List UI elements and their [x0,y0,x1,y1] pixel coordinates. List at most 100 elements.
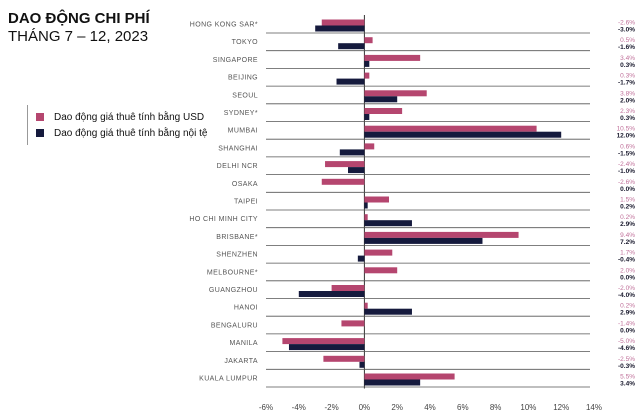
x-tick-label: 8% [490,403,502,412]
value-label-local: 0.3% [620,62,635,69]
value-label-local: -1.7% [618,80,635,87]
value-label-usd: 5.5% [620,374,635,381]
x-tick-label: -2% [324,403,338,412]
bar-usd [364,196,389,203]
x-tick-label: -4% [292,403,306,412]
value-label-local: 0.0% [620,327,635,334]
category-label: SINGAPORE [213,57,258,64]
value-label-local: 0.0% [620,274,635,281]
bar-usd [364,231,519,238]
value-label-usd: -2.6% [618,20,635,27]
bar-usd [323,355,365,362]
x-tick-label: 6% [457,403,469,412]
value-label-local: -0.3% [618,363,635,370]
bar-usd [364,90,427,97]
bar-usd [364,143,375,150]
bar-local [315,25,365,32]
value-label-local: -4.0% [618,292,635,299]
legend: Dao động giá thuê tính bằng USD Dao động… [27,105,207,145]
value-label-local: 0.2% [620,204,635,211]
category-label: BEIJING [228,75,258,82]
bar-local [364,379,421,386]
category-label: SYDNEY* [224,110,258,117]
value-label-usd: 1.5% [620,197,635,204]
bar-local [357,255,365,262]
value-label-local: -1.0% [618,168,635,175]
bar-usd [325,161,365,168]
category-label: HO CHI MINH CITY [189,216,258,223]
value-label-usd: 1.7% [620,250,635,257]
bar-local [364,237,483,244]
x-tick-label: 0% [359,403,371,412]
x-tick-label: 4% [424,403,436,412]
value-label-local: 0.0% [620,186,635,193]
legend-label-usd: Dao động giá thuê tính bằng USD [54,111,205,123]
category-label: JAKARTA [224,358,258,365]
bar-local [364,202,368,209]
bar-local [364,131,562,138]
value-label-usd: -1.4% [618,320,635,327]
bar-usd [321,19,365,26]
bar-usd [364,108,403,114]
value-label-local: -1.5% [618,150,635,157]
value-label-usd: 0.3% [620,73,635,80]
bar-usd [364,125,537,132]
value-label-usd: 0.2% [620,303,635,310]
legend-swatch-usd [36,113,44,121]
bar-usd [341,320,365,327]
category-label: SEOUL [232,92,258,99]
legend-item-local: Dao động giá thuê tính bằng nội tệ [36,125,207,141]
bar-usd [364,214,368,221]
value-label-local: 0.3% [620,115,635,122]
bar-usd [321,178,365,185]
bar-local [288,344,365,351]
category-label: MELBOURNE* [207,269,258,276]
value-label-local: -3.0% [618,27,635,34]
bar-usd [364,249,393,256]
value-label-usd: 3.4% [620,55,635,62]
value-label-local: -4.6% [618,345,635,352]
value-label-local: -0.4% [618,257,635,264]
category-label: MANILA [230,340,258,347]
chart-subtitle: THÁNG 7 – 12, 2023 [8,28,149,45]
bar-local [364,60,370,67]
bar-local [364,220,412,227]
legend-swatch-local [36,129,44,137]
legend-item-usd: Dao động giá thuê tính bằng USD [36,109,207,125]
bar-usd [364,267,398,274]
category-label: HONG KONG SAR* [190,22,258,29]
bar-local [364,96,398,103]
value-label-usd: 0.5% [620,37,635,44]
value-label-local: 2.9% [620,310,635,317]
bar-usd [364,302,368,309]
bar-local [298,291,365,297]
value-label-usd: 2.0% [620,267,635,274]
value-label-local: 3.4% [620,381,635,388]
value-label-usd: 9.4% [620,232,635,239]
category-label: DELHI NCR [217,163,258,170]
bar-local [338,43,365,50]
category-label: TOKYO [232,39,259,46]
value-label-usd: -2.5% [618,356,635,363]
x-tick-label: 14% [586,403,602,412]
value-label-usd: 10.5% [617,126,636,133]
bar-local [339,149,365,156]
category-label: SHENZHEN [216,252,258,259]
category-label: BENGALURU [211,322,258,329]
x-tick-label: 10% [520,403,536,412]
x-tick-label: 12% [553,403,569,412]
value-label-usd: -2.4% [618,161,635,168]
bar-usd [364,54,421,61]
bar-usd [364,37,373,44]
legend-label-local: Dao động giá thuê tính bằng nội tệ [54,127,208,139]
category-label: OSAKA [232,181,258,188]
bar-local [359,361,365,368]
bar-local [336,78,365,85]
value-label-local: 2.0% [620,97,635,104]
category-label: TAIPEI [234,199,258,206]
bar-usd [364,72,370,79]
value-label-local: 12.0% [617,133,636,140]
value-label-usd: 0.6% [620,143,635,150]
category-label: KUALA LUMPUR [199,376,258,383]
